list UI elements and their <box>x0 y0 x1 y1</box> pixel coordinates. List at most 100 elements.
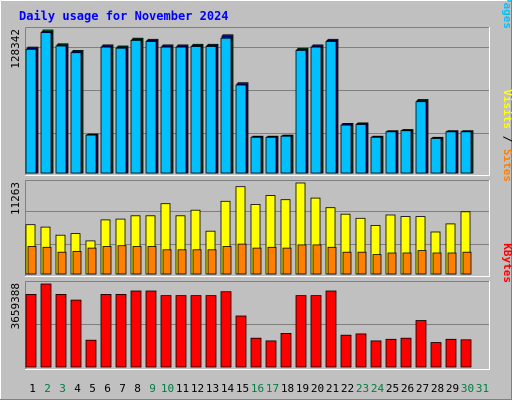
kbytes-bar-kbytes-15 <box>235 315 247 368</box>
x-tick-label-22: 22 <box>341 382 354 395</box>
x-tick-label-7: 7 <box>119 382 126 395</box>
visits-sites-bar-sites-8 <box>132 246 142 275</box>
visits-sites-bar-sites-3 <box>57 251 67 275</box>
x-tick-label-30: 30 <box>461 382 474 395</box>
visits-sites-bar-sites-16 <box>252 247 262 275</box>
hits-files-pages-bar-pages-10 <box>160 46 172 174</box>
hits-files-pages-bar-pages-21 <box>325 41 337 174</box>
x-tick-label-19: 19 <box>296 382 309 395</box>
visits-sites-bar-sites-7 <box>117 245 127 275</box>
visits-sites-bar-sites-22 <box>342 251 352 275</box>
x-tick-label-4: 4 <box>74 382 81 395</box>
hits-files-pages-bar-pages-12 <box>190 46 202 174</box>
visits-sites-bar-sites-30 <box>462 251 472 275</box>
kbytes-bar-kbytes-30 <box>460 339 472 368</box>
hits-files-pages-bar-pages-1 <box>25 48 37 174</box>
kbytes-bar-kbytes-11 <box>175 295 187 368</box>
kbytes-legend: KBytes <box>501 243 512 283</box>
visits-sites-bar-sites-5 <box>87 247 97 275</box>
visits-sites-bar-sites-15 <box>237 243 247 275</box>
x-tick-label-26: 26 <box>401 382 414 395</box>
visits-sites-bar-sites-4 <box>72 250 82 275</box>
kbytes-bar-kbytes-2 <box>40 283 52 368</box>
visits-sites-bar-sites-21 <box>327 246 337 275</box>
visits-sites-bar-sites-1 <box>27 246 37 275</box>
x-tick-label-5: 5 <box>89 382 96 395</box>
x-tick-label-29: 29 <box>446 382 459 395</box>
x-tick-label-9: 9 <box>149 382 156 395</box>
kbytes-legend-part-0: KBytes <box>501 243 512 283</box>
kbytes-bar-kbytes-6 <box>100 293 112 368</box>
visits-sites-bar-sites-28 <box>432 252 442 275</box>
kbytes-bar-kbytes-10 <box>160 295 172 368</box>
hits-files-pages-bar-pages-9 <box>145 41 157 174</box>
kbytes-bar-kbytes-9 <box>145 290 157 368</box>
hits-files-pages-bar-pages-15 <box>235 84 247 174</box>
hits-files-pages-bar-pages-27 <box>415 101 427 174</box>
hits-files-pages-bar-pages-29 <box>445 131 457 174</box>
kbytes-bar-kbytes-17 <box>265 340 277 368</box>
x-tick-label-2: 2 <box>44 382 51 395</box>
visits-sites-bar-sites-17 <box>267 246 277 275</box>
x-tick-label-20: 20 <box>311 382 324 395</box>
kbytes-max-label: 3659388 <box>9 283 22 329</box>
hits-files-pages-max-label: 128342 <box>9 29 22 69</box>
kbytes-bar-kbytes-14 <box>220 291 232 368</box>
kbytes-bar-kbytes-13 <box>205 295 217 368</box>
x-tick-label-13: 13 <box>206 382 219 395</box>
hits-files-pages-legend: Hits / Files / Pages <box>501 0 512 29</box>
hits-files-pages-bar-pages-3 <box>55 45 67 174</box>
x-tick-label-3: 3 <box>59 382 66 395</box>
kbytes-bar-kbytes-20 <box>310 295 322 368</box>
hits-files-pages-bar-pages-14 <box>220 37 232 174</box>
visits-sites-bar-sites-10 <box>162 249 172 275</box>
visits-sites-legend-part-1: / <box>501 129 512 149</box>
visits-sites-legend: Visits / Sites <box>501 89 512 182</box>
hits-files-pages-bar-pages-8 <box>130 40 142 174</box>
visits-sites-bar-sites-25 <box>387 252 397 275</box>
visits-sites-bar-sites-26 <box>402 252 412 275</box>
kbytes-bar-kbytes-22 <box>340 334 352 368</box>
x-tick-label-23: 23 <box>356 382 369 395</box>
visits-sites-max-label: 11263 <box>9 182 22 215</box>
kbytes-bar-kbytes-24 <box>370 340 382 368</box>
kbytes-bar-kbytes-1 <box>25 293 37 368</box>
hits-files-pages-bar-pages-30 <box>460 131 472 174</box>
x-tick-label-15: 15 <box>236 382 249 395</box>
x-tick-label-31: 31 <box>476 382 489 395</box>
kbytes-bar-kbytes-23 <box>355 333 367 368</box>
visits-sites-bar-sites-6 <box>102 246 112 275</box>
hits-files-pages-bar-pages-26 <box>400 130 412 174</box>
x-tick-label-25: 25 <box>386 382 399 395</box>
kbytes-bar-kbytes-29 <box>445 338 457 368</box>
x-tick-label-27: 27 <box>416 382 429 395</box>
hits-files-pages-bar-pages-16 <box>250 136 262 174</box>
x-tick-label-24: 24 <box>371 382 385 395</box>
hits-files-pages-legend-part-4: Pages <box>501 0 512 29</box>
visits-sites-bar-sites-19 <box>297 244 307 275</box>
chart-title: Daily usage for November 2024 <box>19 9 229 23</box>
x-tick-label-8: 8 <box>134 382 141 395</box>
kbytes-bar-kbytes-27 <box>415 320 427 368</box>
kbytes-bar-kbytes-16 <box>250 337 262 368</box>
x-tick-label-1: 1 <box>29 382 36 395</box>
hits-files-pages-bar-pages-20 <box>310 46 322 174</box>
visits-sites-bar-sites-27 <box>417 250 427 275</box>
kbytes-bar-kbytes-28 <box>430 342 442 368</box>
kbytes-bar-kbytes-21 <box>325 290 337 368</box>
hits-files-pages-bar-pages-5 <box>85 134 97 174</box>
visits-sites-bar-sites-14 <box>222 246 232 275</box>
x-tick-label-28: 28 <box>431 382 444 395</box>
hits-files-pages-bar-pages-23 <box>355 124 367 174</box>
hits-files-pages-bar-pages-13 <box>205 46 217 174</box>
visits-sites-legend-part-0: Visits <box>501 89 512 129</box>
x-tick-label-16: 16 <box>251 382 264 395</box>
chart-panels: 128342 Hits / Files / Pages 11263 Visits / … <box>9 0 512 370</box>
x-tick-label-12: 12 <box>191 382 204 395</box>
visits-sites-bar-sites-29 <box>447 252 457 275</box>
hits-files-pages-bar-pages-4 <box>70 52 82 174</box>
hits-files-pages-bar-pages-18 <box>280 135 292 174</box>
hits-files-pages-bar-pages-19 <box>295 50 307 174</box>
hits-files-pages-bar-pages-17 <box>265 136 277 174</box>
